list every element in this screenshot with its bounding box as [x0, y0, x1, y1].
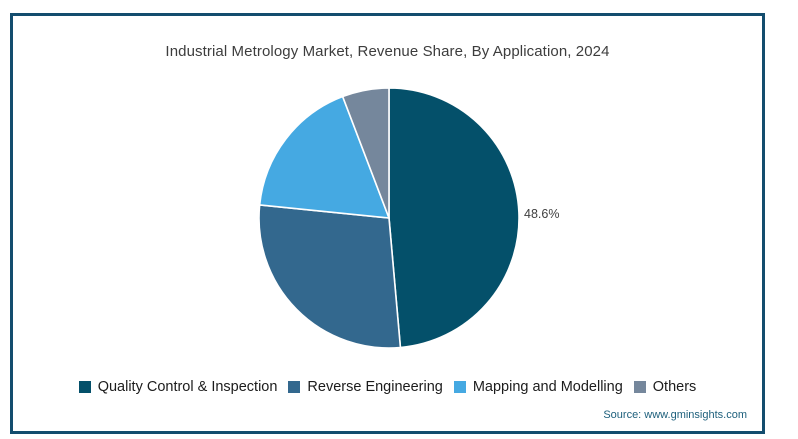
- legend-label: Others: [652, 379, 697, 395]
- legend-item-others: Others: [633, 379, 697, 395]
- pie-slice-quality-control-inspection: [388, 87, 520, 349]
- pie-chart: [258, 87, 520, 349]
- plot-area: 48.6%: [13, 16, 762, 431]
- pie-slice-others: [341, 87, 390, 219]
- legend-label: Mapping and Modelling: [472, 379, 623, 395]
- legend-item-quality-control-inspection: Quality Control & Inspection: [78, 379, 278, 395]
- legend-label: Reverse Engineering: [307, 379, 443, 395]
- legend-swatch-icon: [78, 381, 91, 393]
- legend-swatch-icon: [288, 381, 301, 393]
- source-credit: Source: www.gminsights.com: [603, 409, 747, 421]
- legend-swatch-icon: [633, 381, 646, 393]
- pie-slice-reverse-engineering: [258, 204, 402, 349]
- legend-swatch-icon: [453, 381, 466, 393]
- legend-label: Quality Control & Inspection: [97, 379, 278, 395]
- legend: Quality Control & Inspection Reverse Engi…: [13, 379, 762, 395]
- slice-percent-label: 48.6%: [524, 207, 560, 221]
- chart-title: Industrial Metrology Market, Revenue Sha…: [165, 43, 610, 60]
- legend-item-mapping-and-modelling: Mapping and Modelling: [453, 379, 623, 395]
- chart-card: Industrial Metrology Market, Revenue Sha…: [10, 13, 765, 434]
- pie-slice-mapping-and-modelling: [258, 95, 390, 219]
- legend-item-reverse-engineering: Reverse Engineering: [288, 379, 443, 395]
